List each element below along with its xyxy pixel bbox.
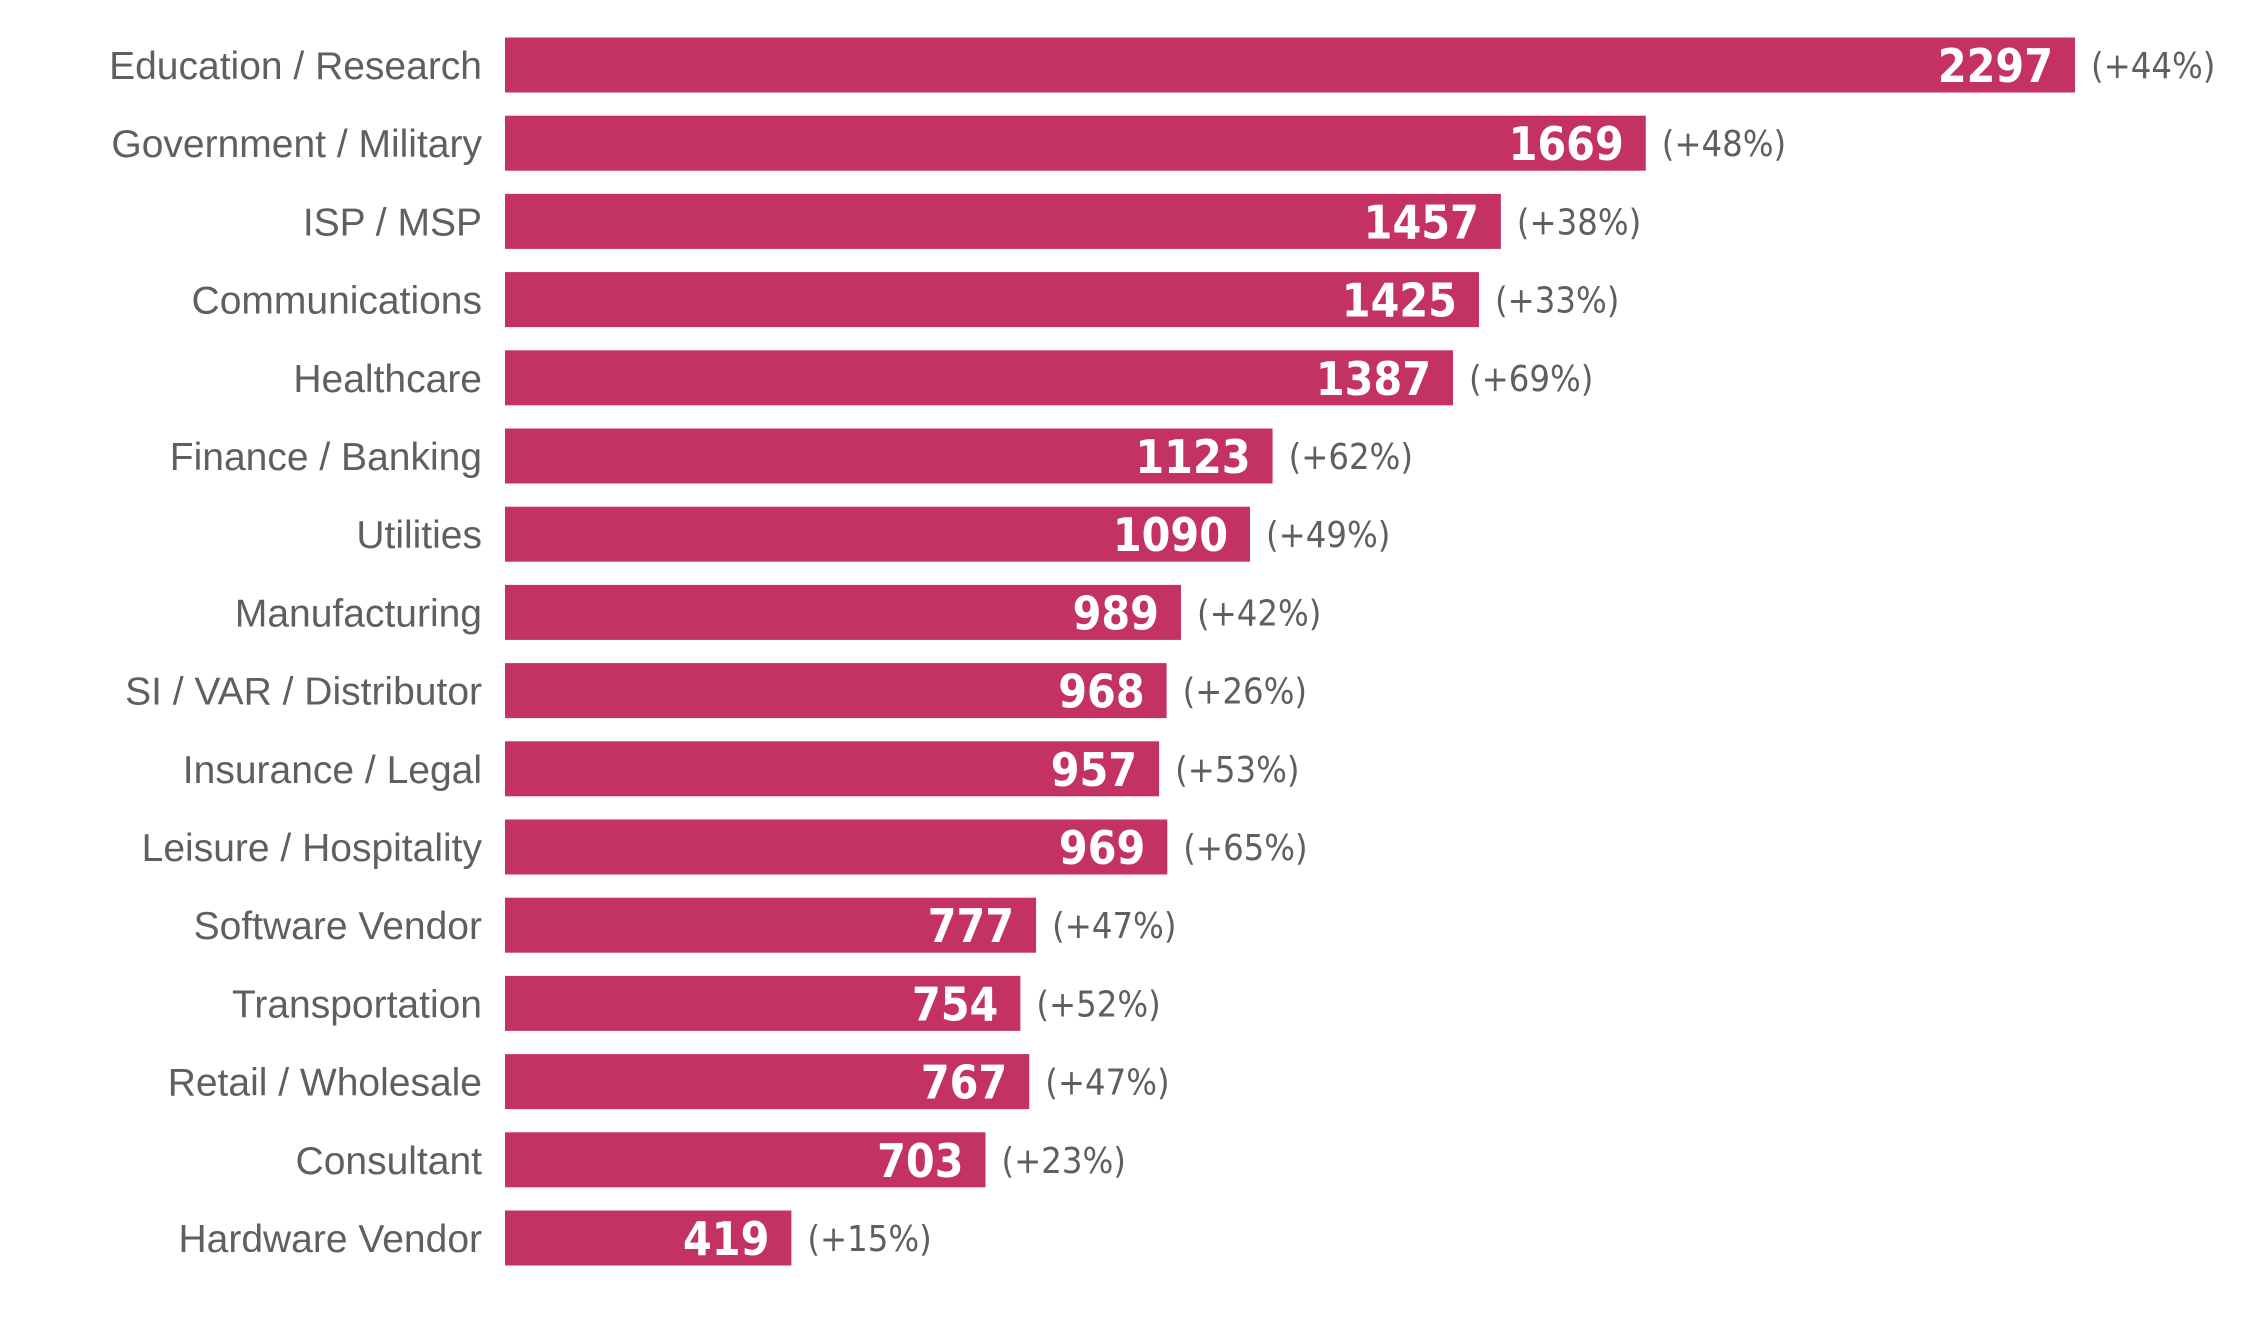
category-label: ISP / MSP: [303, 201, 482, 244]
bar-value-label: 1387: [1316, 352, 1431, 406]
category-label: Software Vendor: [194, 905, 482, 948]
change-percent-label: (+65%): [1183, 828, 1307, 869]
bar: [505, 428, 1273, 484]
bar-value-label: 969: [1059, 821, 1145, 875]
bar: [505, 741, 1160, 797]
bar-value-label: 2297: [1938, 39, 2053, 93]
bar: [505, 897, 1037, 953]
bar: [505, 584, 1181, 640]
bar-value-label: 1425: [1342, 274, 1457, 328]
bar-value-label: 1457: [1364, 195, 1479, 249]
bar-value-label: 957: [1051, 743, 1137, 797]
category-label: Utilities: [356, 514, 482, 557]
change-percent-label: (+53%): [1175, 750, 1299, 791]
change-percent-label: (+26%): [1183, 672, 1307, 713]
bar-value-label: 703: [877, 1134, 963, 1188]
change-percent-label: (+33%): [1495, 281, 1619, 322]
change-percent-label: (+47%): [1045, 1063, 1169, 1104]
bar-value-label: 989: [1073, 586, 1159, 640]
change-percent-label: (+44%): [2091, 46, 2215, 87]
bar: [505, 350, 1454, 406]
bar-value-label: 968: [1058, 665, 1144, 719]
category-label: Transportation: [232, 983, 482, 1026]
bar-value-label: 754: [912, 977, 998, 1031]
bar-value-label: 1669: [1509, 117, 1624, 171]
category-label: Retail / Wholesale: [168, 1062, 482, 1105]
bar: [505, 37, 2075, 93]
bar: [505, 193, 1501, 249]
change-percent-label: (+38%): [1517, 202, 1641, 243]
bar: [505, 975, 1021, 1031]
change-percent-label: (+23%): [1002, 1141, 1126, 1182]
category-label: Communications: [192, 280, 482, 323]
category-label: Leisure / Hospitality: [142, 827, 483, 870]
category-label: Insurance / Legal: [183, 749, 482, 792]
bar: [505, 1132, 986, 1188]
category-label: SI / VAR / Distributor: [125, 671, 482, 714]
category-label: Hardware Vendor: [178, 1218, 482, 1261]
change-percent-label: (+49%): [1266, 515, 1390, 556]
bar: [505, 663, 1167, 719]
bar: [505, 115, 1646, 171]
change-percent-label: (+42%): [1197, 593, 1321, 634]
bar-value-label: 419: [683, 1212, 769, 1266]
bar: [505, 819, 1168, 875]
change-percent-label: (+15%): [807, 1219, 931, 1260]
bar: [505, 1210, 792, 1266]
bar: [505, 272, 1479, 328]
category-label: Government / Military: [111, 123, 482, 166]
change-percent-label: (+48%): [1662, 124, 1786, 165]
bars-group: Education / Research 2297 (+44%) Government…: [109, 37, 2215, 1266]
category-label: Healthcare: [293, 358, 482, 401]
bar: [505, 506, 1251, 562]
category-label: Education / Research: [109, 45, 482, 88]
bar-value-label: 1123: [1135, 430, 1250, 484]
bar-value-label: 1090: [1113, 508, 1228, 562]
change-percent-label: (+62%): [1289, 437, 1413, 478]
bar-value-label: 777: [928, 899, 1014, 953]
change-percent-label: (+52%): [1036, 984, 1160, 1025]
category-label: Manufacturing: [235, 592, 482, 635]
category-label: Finance / Banking: [170, 436, 482, 479]
change-percent-label: (+47%): [1052, 906, 1176, 947]
change-percent-label: (+69%): [1469, 359, 1593, 400]
bar-value-label: 767: [921, 1056, 1007, 1110]
category-label: Consultant: [296, 1140, 483, 1183]
bar: [505, 1054, 1030, 1110]
